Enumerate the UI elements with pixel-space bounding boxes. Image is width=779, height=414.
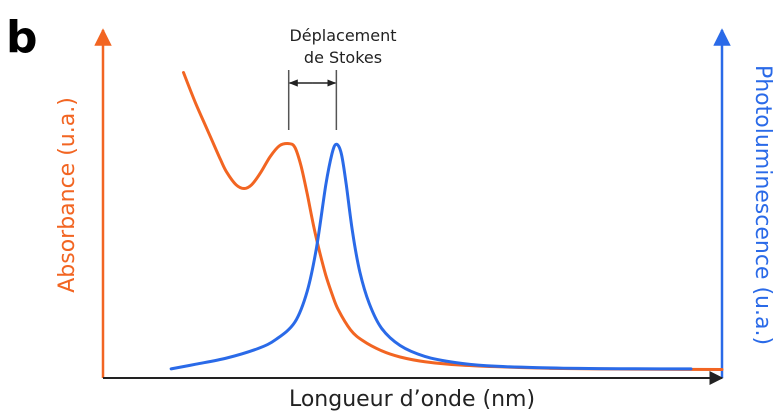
panel-label: b (6, 12, 38, 63)
stokes-shift-annotation: Déplacement de Stokes (287, 26, 397, 130)
absorbance-curve (182, 71, 724, 371)
annotation-line2: de Stokes (304, 48, 382, 67)
annotation-line1: Déplacement (289, 26, 396, 45)
y-axis-left-label: Absorbance (u.a.) (55, 97, 80, 293)
x-axis-label: Longueur d’onde (nm) (289, 387, 535, 412)
y-axis-right-label: Photoluminescence (u.a.) (750, 65, 775, 345)
series-layer (169, 71, 724, 371)
photoluminescence-curve (169, 142, 693, 371)
